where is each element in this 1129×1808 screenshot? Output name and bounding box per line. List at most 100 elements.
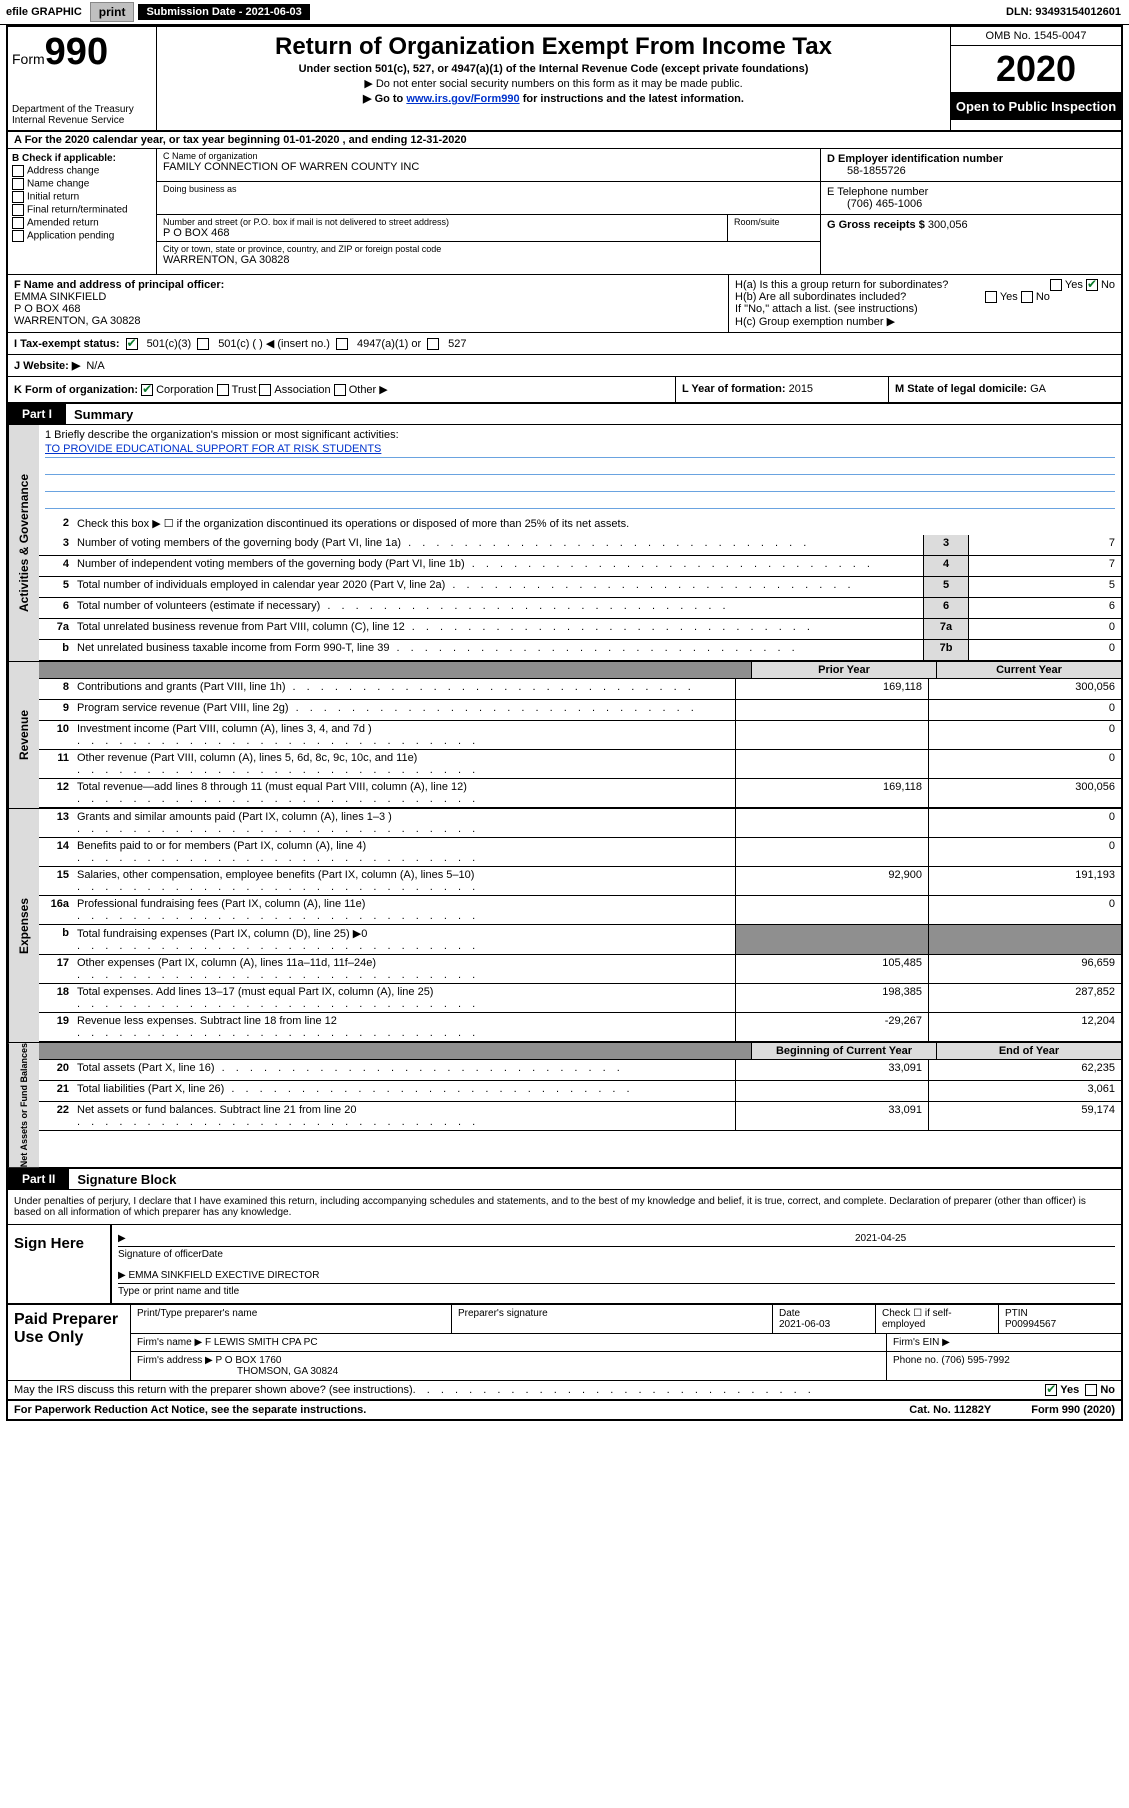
line-desc: Number of voting members of the governin… [73, 535, 923, 555]
prior-value [735, 809, 928, 837]
print-button[interactable]: print [90, 2, 135, 22]
chk-amended-return[interactable]: Amended return [12, 217, 152, 229]
firm-addr2: THOMSON, GA 30824 [237, 1366, 338, 1377]
line-num: 14 [39, 838, 73, 866]
hb-no-chk[interactable] [1021, 291, 1033, 303]
dept-label: Department of the Treasury [12, 104, 152, 115]
chk-corporation[interactable] [141, 384, 153, 396]
current-value: 300,056 [928, 679, 1121, 699]
part-i-tab: Part I [8, 404, 66, 424]
summary-line: 22Net assets or fund balances. Subtract … [39, 1102, 1121, 1131]
row-k-label: K Form of organization: [14, 384, 138, 396]
part-i-header: Part I Summary [8, 404, 1121, 425]
row-m-domicile: M State of legal domicile: GA [888, 377, 1121, 402]
chk-application-pending[interactable]: Application pending [12, 230, 152, 242]
current-value: 287,852 [928, 984, 1121, 1012]
year-formation: 2015 [789, 383, 813, 395]
hc-label: H(c) Group exemption number ▶ [735, 315, 1115, 328]
sign-date-label: Date [202, 1249, 223, 1260]
chk-address-change[interactable]: Address change [12, 165, 152, 177]
form-word: Form [12, 51, 45, 67]
summary-line: 13Grants and similar amounts paid (Part … [39, 809, 1121, 838]
row-h-group: H(a) Is this a group return for subordin… [728, 275, 1121, 332]
chk-association[interactable] [259, 384, 271, 396]
line-num: 10 [39, 721, 73, 749]
ha-no-chk[interactable] [1086, 279, 1098, 291]
sign-block: ▶ 2021-04-25 Signature of officer Date ▶… [110, 1225, 1121, 1303]
firm-name-label: Firm's name ▶ [137, 1337, 202, 1348]
summary-line: 19Revenue less expenses. Subtract line 1… [39, 1013, 1121, 1042]
chk-4947[interactable] [336, 338, 348, 350]
dln-label: DLN: 93493154012601 [1006, 6, 1127, 18]
begin-year-header: Beginning of Current Year [751, 1043, 936, 1059]
firm-name: F LEWIS SMITH CPA PC [205, 1337, 318, 1348]
row-m-label: M State of legal domicile: [895, 383, 1027, 395]
line-desc: Net assets or fund balances. Subtract li… [73, 1102, 735, 1130]
line-desc: Other revenue (Part VIII, column (A), li… [73, 750, 735, 778]
current-value: 62,235 [928, 1060, 1121, 1080]
line-desc: Total fundraising expenses (Part IX, col… [73, 925, 735, 954]
summary-line: 11Other revenue (Part VIII, column (A), … [39, 750, 1121, 779]
col-c-org-info: C Name of organization FAMILY CONNECTION… [157, 149, 820, 274]
line-num: 18 [39, 984, 73, 1012]
line-desc: Total unrelated business revenue from Pa… [73, 619, 923, 639]
top-bar: efile GRAPHIC print Submission Date - 20… [0, 0, 1129, 25]
summary-line: 17Other expenses (Part IX, column (A), l… [39, 955, 1121, 984]
line-num: 9 [39, 700, 73, 720]
row-a-tax-year: A For the 2020 calendar year, or tax yea… [8, 132, 1121, 149]
line-desc: Contributions and grants (Part VIII, lin… [73, 679, 735, 699]
current-value: 0 [928, 721, 1121, 749]
chk-name-change[interactable]: Name change [12, 178, 152, 190]
paid-preparer-label: Paid Preparer Use Only [8, 1305, 130, 1380]
discuss-no-chk[interactable] [1085, 1384, 1097, 1396]
summary-line: bNet unrelated business taxable income f… [39, 640, 1121, 661]
gross-label: G Gross receipts $ [827, 219, 925, 231]
current-value: 0 [928, 750, 1121, 778]
chk-trust[interactable] [217, 384, 229, 396]
form-title: Return of Organization Exempt From Incom… [163, 33, 944, 61]
part-i-title: Summary [66, 407, 133, 422]
irs-label: Internal Revenue Service [12, 115, 152, 126]
part-ii-title: Signature Block [69, 1172, 176, 1187]
end-year-header: End of Year [936, 1043, 1121, 1059]
addr-value: P O BOX 468 [163, 227, 721, 239]
chk-other[interactable] [334, 384, 346, 396]
line-box: 5 [923, 577, 968, 597]
line-num: 19 [39, 1013, 73, 1041]
sign-date-value: 2021-04-25 [855, 1233, 1115, 1244]
line-value: 0 [968, 640, 1121, 660]
prior-value: -29,267 [735, 1013, 928, 1041]
line-num: 7a [39, 619, 73, 639]
bottom-footer: For Paperwork Reduction Act Notice, see … [8, 1401, 1121, 1419]
chk-527[interactable] [427, 338, 439, 350]
summary-line: 14Benefits paid to or for members (Part … [39, 838, 1121, 867]
ha-yes-chk[interactable] [1050, 279, 1062, 291]
line-num: 11 [39, 750, 73, 778]
row-i-tax-status: I Tax-exempt status: 501(c)(3) 501(c) ( … [8, 333, 1121, 355]
prior-value [735, 750, 928, 778]
irs-link[interactable]: www.irs.gov/Form990 [406, 93, 519, 105]
paid-preparer-block: Print/Type preparer's name Preparer's si… [130, 1305, 1121, 1380]
goto-post: for instructions and the latest informat… [520, 93, 744, 105]
line-num: 8 [39, 679, 73, 699]
mission-blank-3 [45, 494, 1115, 509]
line-desc: Grants and similar amounts paid (Part IX… [73, 809, 735, 837]
summary-line: 8Contributions and grants (Part VIII, li… [39, 679, 1121, 700]
discuss-yes-chk[interactable] [1045, 1384, 1057, 1396]
row-j-label: J Website: ▶ [14, 359, 80, 372]
line-num: 16a [39, 896, 73, 924]
prior-value: 92,900 [735, 867, 928, 895]
current-value: 12,204 [928, 1013, 1121, 1041]
chk-final-return[interactable]: Final return/terminated [12, 204, 152, 216]
chk-501c3[interactable] [126, 338, 138, 350]
goto-pre: ▶ Go to [363, 93, 406, 105]
self-employed-chk[interactable]: Check ☐ if self-employed [876, 1305, 999, 1333]
firm-addr1: P O BOX 1760 [216, 1355, 282, 1366]
summary-line: 21Total liabilities (Part X, line 26)3,0… [39, 1081, 1121, 1102]
hb-yes-chk[interactable] [985, 291, 997, 303]
chk-initial-return[interactable]: Initial return [12, 191, 152, 203]
prior-value: 33,091 [735, 1102, 928, 1130]
prior-value [735, 896, 928, 924]
room-suite-label: Room/suite [728, 215, 820, 241]
chk-501c[interactable] [197, 338, 209, 350]
